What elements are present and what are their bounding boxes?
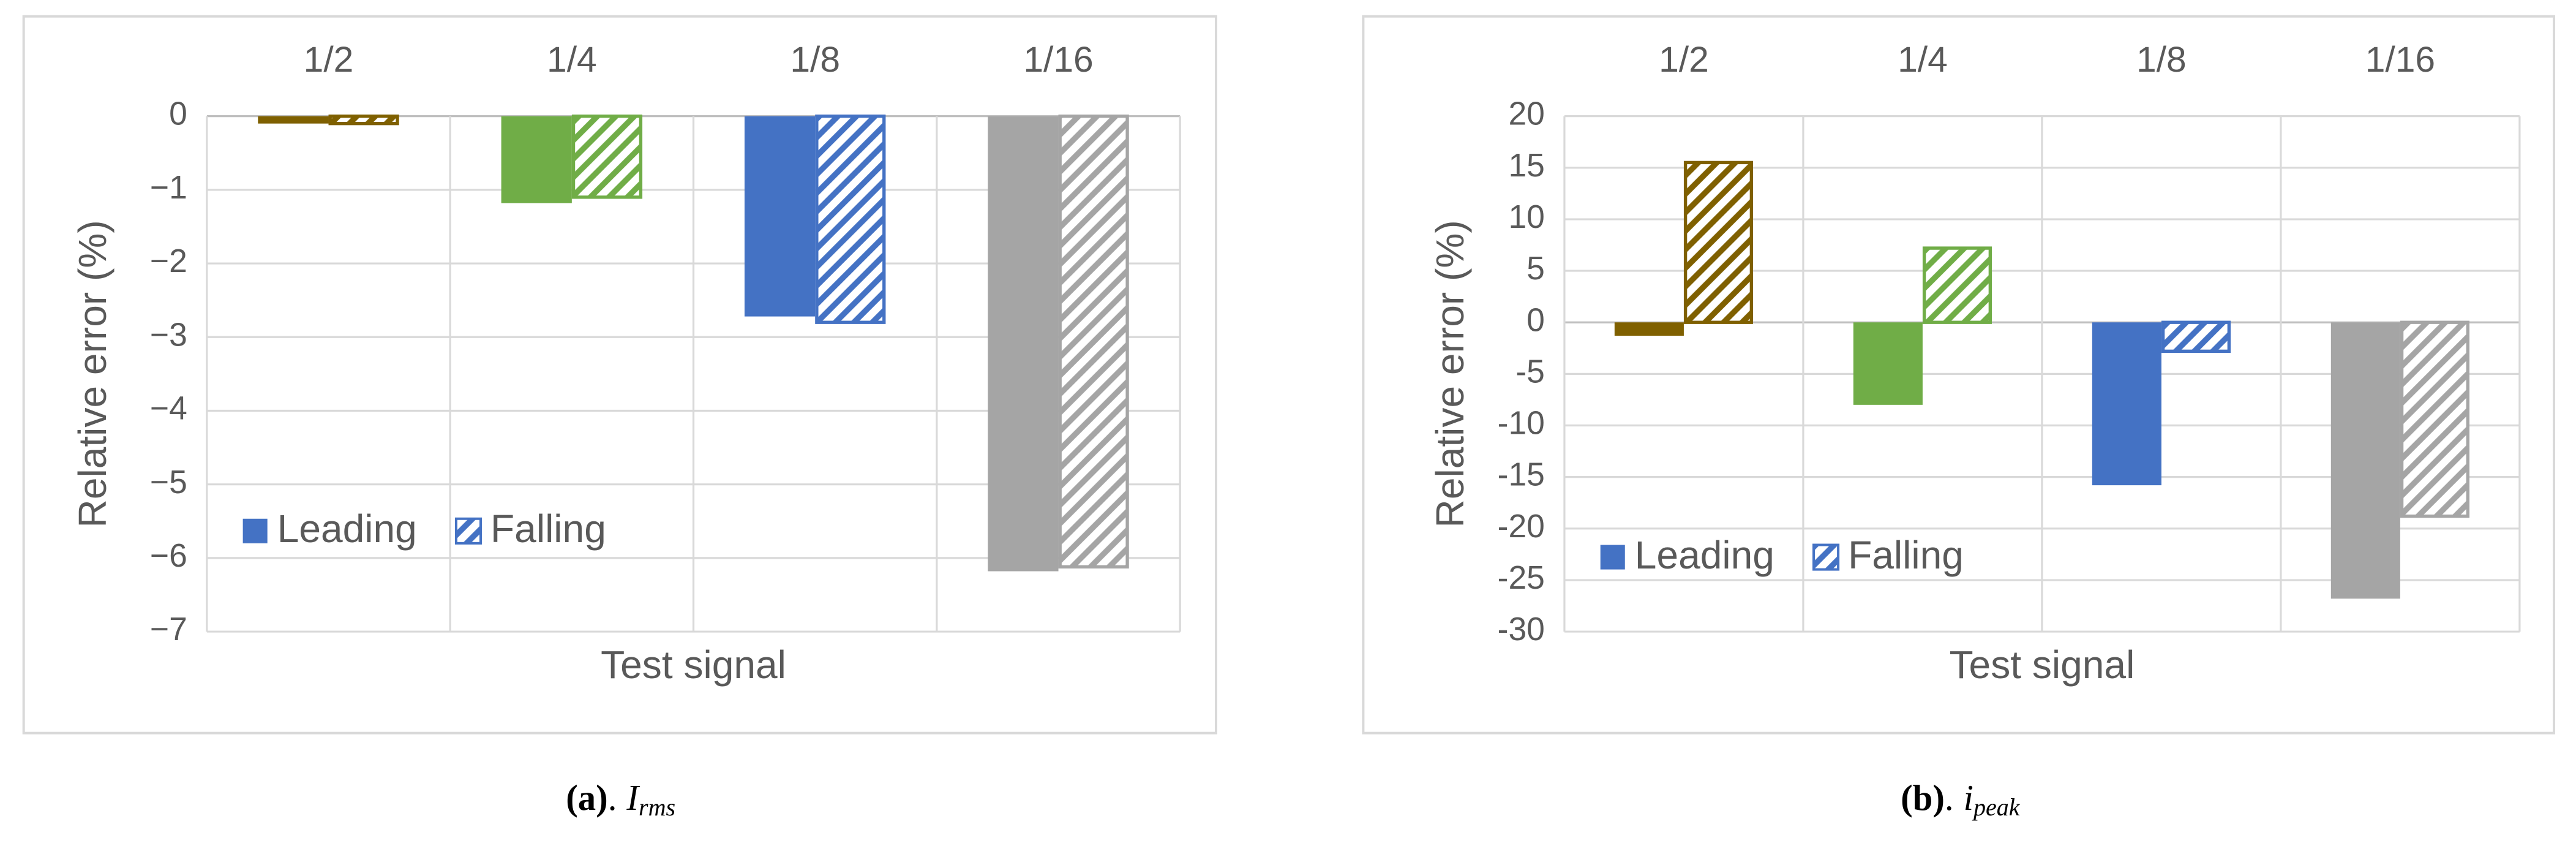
bar (815, 114, 886, 324)
bar (501, 116, 572, 203)
caption-separator: . (1945, 778, 1954, 818)
y-tick-label: -5 (1515, 353, 1545, 390)
y-tick-label: 10 (1508, 199, 1544, 235)
legend-label: Leading (1635, 533, 1774, 577)
category-label: 1/8 (790, 40, 840, 80)
bar (2092, 322, 2161, 486)
caption: (b). ipeak (1901, 778, 2021, 821)
y-tick-label: 15 (1508, 148, 1544, 184)
caption-symbol: i (1964, 778, 1973, 818)
y-tick-label: −2 (150, 243, 187, 279)
bar (258, 116, 329, 124)
bar (1614, 322, 1684, 336)
y-tick-label: -10 (1498, 406, 1545, 442)
y-tick-label: −1 (150, 170, 187, 206)
bar (328, 114, 399, 126)
y-tick-label: −6 (150, 538, 187, 574)
legend-swatch (1812, 543, 1840, 571)
caption-symbol: I (626, 778, 640, 818)
caption-subscript: peak (1972, 793, 2021, 821)
category-label: 1/8 (2136, 40, 2187, 80)
y-tick-label: −7 (150, 611, 187, 648)
bar (1058, 114, 1129, 568)
y-tick-label: −3 (150, 317, 187, 353)
y-axis-title: Relative error (%) (1428, 220, 1472, 527)
caption: (a). Irms (566, 778, 675, 821)
caption-subscript: rms (639, 793, 675, 821)
legend-label: Falling (490, 507, 606, 551)
category-label: 1/16 (1023, 40, 1093, 80)
category-label: 1/2 (1659, 40, 1709, 80)
legend-swatch (454, 517, 483, 545)
bar (1922, 246, 1992, 324)
category-label: 1/16 (2365, 40, 2435, 80)
legend-swatch (242, 518, 268, 543)
bar (571, 114, 643, 199)
caption-label: (a) (566, 778, 608, 818)
y-axis-title: Relative error (%) (70, 220, 115, 527)
legend-swatch (1600, 545, 1625, 570)
y-tick-label: 0 (1526, 302, 1545, 338)
y-tick-label: -25 (1498, 560, 1545, 596)
x-axis-title: Test signal (1950, 643, 2135, 687)
category-label: 1/2 (304, 40, 354, 80)
y-tick-label: −4 (150, 391, 187, 427)
legend-label: Falling (1848, 533, 1964, 577)
bar (2161, 320, 2231, 353)
bar (2330, 322, 2400, 599)
bar (1853, 322, 1923, 405)
y-tick-label: 0 (169, 96, 187, 132)
bar (744, 116, 816, 317)
y-tick-label: -15 (1498, 457, 1545, 493)
legend-label: Leading (277, 507, 417, 551)
category-label: 1/4 (1898, 40, 1948, 80)
bar (988, 116, 1059, 572)
bar (1683, 161, 1754, 324)
y-tick-label: 20 (1508, 96, 1544, 132)
y-tick-label: −5 (150, 464, 187, 500)
caption-label: (b) (1901, 778, 1945, 818)
bar (2400, 320, 2470, 518)
y-tick-label: 5 (1526, 251, 1545, 287)
x-axis-title: Test signal (601, 643, 786, 687)
y-tick-label: -30 (1498, 611, 1545, 648)
category-label: 1/4 (547, 40, 597, 80)
caption-separator: . (608, 778, 617, 818)
y-tick-label: -20 (1498, 508, 1545, 545)
